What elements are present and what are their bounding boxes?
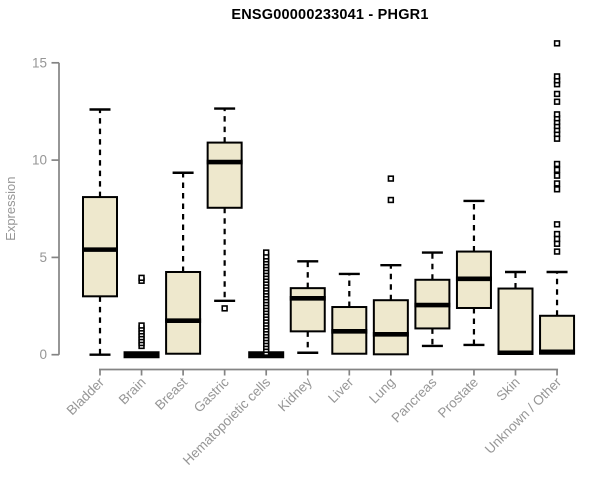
x-tick-label-prostate: Prostate [435,375,481,421]
box-unknown-other [539,40,576,355]
box-rect [539,314,576,355]
outlier-point [553,98,561,105]
chart-title: ENSG00000233041 - PHGR1 [231,7,429,23]
outlier-point [553,221,561,228]
outlier-point [553,172,561,179]
outlier-point [387,196,395,204]
x-tick-label-lung: Lung [366,375,398,407]
x-tick-label-breast: Breast [152,374,190,412]
box-brain [123,274,160,359]
box-breast [165,171,202,355]
box-bladder [82,108,118,356]
box-gastric [206,107,243,312]
outlier-point [553,111,561,118]
x-tick-label-bladder: Bladder [64,374,108,418]
box-rect [206,141,243,209]
box-rect [497,287,534,355]
x-tick-label-skin: Skin [493,375,522,404]
box-rect [82,196,118,298]
y-tick-label: 0 [39,347,47,362]
box-pancreas [414,251,451,348]
box-skin [497,270,534,356]
box-liver [331,272,368,355]
outlier-point [221,305,228,312]
outlier-point [138,274,145,282]
y-tick-label: 15 [32,55,47,70]
y-tick-label: 5 [39,250,47,265]
outlier-point [553,40,561,47]
x-tick-label-unknown-other: Unknown / Other [482,374,565,457]
box-hematopoietic-cells [248,249,285,359]
box-rect [289,287,326,333]
outlier-point [553,180,561,187]
x-tick-label-pancreas: Pancreas [389,374,440,425]
box-prostate [455,199,492,347]
outlier-point [553,160,561,168]
outlier-point [553,186,561,193]
box-kidney [289,260,326,354]
outlier-point [553,73,561,80]
y-axis-title: Expression [3,177,18,241]
box-lung [372,175,409,356]
x-tick-label-brain: Brain [116,375,149,408]
box-rect [165,270,202,355]
outlier-point [262,249,270,256]
outlier-point [553,248,561,255]
outlier-point [553,166,561,174]
outlier-point [553,230,561,238]
x-tick-label-gastric: Gastric [191,374,232,415]
box-rect [372,299,409,356]
x-tick-label-liver: Liver [325,374,357,406]
x-tick-label-kidney: Kidney [275,374,315,414]
outlier-point [138,322,145,329]
outlier-point [387,175,395,182]
y-tick-label: 10 [32,153,47,168]
outlier-point [553,90,561,98]
